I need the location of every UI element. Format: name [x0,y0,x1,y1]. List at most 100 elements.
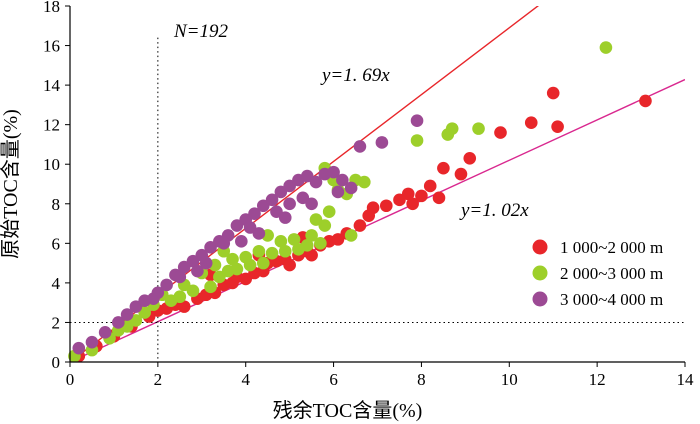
point-series1-47 [639,94,652,108]
y-tick-label: 0 [52,353,61,372]
point-series1-22 [283,258,296,272]
legend-marker-3 [532,291,548,307]
axes [65,5,686,367]
point-series1-25 [305,248,318,262]
point-series2-49 [410,134,424,147]
point-series2-23 [252,244,266,258]
point-series2-45 [472,122,485,135]
point-series2-13 [186,284,200,298]
tick-labels: 0 2 4 6 8 10 12 14 0 2 4 6 8 10 12 14 16 18 [43,0,694,389]
point-series1-32 [366,201,380,215]
legend-label-2: 2 000~3 000 m [560,264,663,283]
point-series1-36 [406,197,419,211]
point-series2-19 [226,252,239,266]
y-tick-label: 12 [43,116,60,135]
point-series3-36 [199,256,213,270]
point-series1-38 [423,179,437,193]
x-tick-label: 14 [677,370,695,389]
point-series3-37 [353,140,367,153]
point-series2-34 [318,219,332,232]
point-series2-26 [274,235,288,248]
point-series3-29 [336,173,349,187]
data-points [68,41,652,363]
point-series2-44 [445,122,459,135]
point-series1-9 [177,300,191,313]
y-axis-title: 原始TOC含量(%) [0,109,22,259]
x-tick-label: 10 [501,370,518,389]
point-series2-39 [344,229,358,242]
point-series2-27 [278,244,292,258]
point-series3-40 [252,227,266,240]
point-series3-30 [344,181,358,195]
sample-count-label: N=192 [173,21,228,42]
point-series1-37 [415,189,428,203]
point-series3-28 [327,165,340,179]
point-series2-11 [173,290,187,304]
x-tick-label: 12 [589,370,606,389]
point-series3-47 [278,211,292,224]
point-series3-46 [147,292,160,306]
legend-marker-1 [532,239,548,255]
point-series2-35 [322,205,336,218]
point-series2-24 [256,256,270,270]
point-series1-33 [379,199,393,213]
upper-line-label: y=1. 69x [320,65,390,86]
legend-marker-2 [532,265,548,281]
point-series2-33 [314,237,327,250]
point-series2-41 [358,175,371,189]
point-series3-9 [160,278,173,292]
point-series2-22 [243,258,257,272]
point-series3-19 [248,207,261,220]
point-series3-26 [309,175,323,189]
point-series3-43 [235,235,248,248]
y-tick-label: 4 [52,274,61,293]
lower-line-label: y=1. 02x [459,200,529,221]
point-series3-3 [98,326,112,339]
point-series2-25 [265,246,279,260]
y-tick-label: 6 [52,234,61,253]
point-series3-45 [331,185,345,199]
y-tick-label: 18 [43,0,60,16]
point-series3-4 [112,316,125,329]
point-series1-40 [437,161,450,175]
point-series1-41 [454,167,468,181]
point-series2-30 [300,239,314,252]
point-series1-35 [401,187,415,201]
legend-label-3: 3 000~4 000 m [560,290,663,309]
y-tick-label: 2 [52,313,61,332]
point-series3-21 [265,193,279,207]
point-series3-42 [191,264,204,278]
point-series3-39 [410,114,424,128]
point-series1-42 [463,151,477,165]
point-series1-45 [551,120,564,133]
legend: 1 000~2 000 m 2 000~3 000 m 3 000~4 000 m [532,238,663,309]
point-series1-43 [494,126,507,139]
legend-label-1: 1 000~2 000 m [560,238,663,257]
x-tick-label: 8 [417,370,426,389]
point-series3-5 [120,308,134,321]
reference-line-2 [70,78,685,362]
point-series3-38 [375,136,389,149]
point-series3-1 [72,341,86,355]
point-series3-35 [173,270,187,284]
x-tick-label: 6 [329,370,338,389]
point-series2-15 [204,280,217,294]
point-series2-28 [287,233,301,246]
point-series2-46 [599,41,613,54]
x-axis-title: 残余TOC含量(%) [273,399,423,422]
point-series3-31 [217,237,231,250]
point-series3-2 [85,335,99,349]
point-series1-39 [432,191,446,205]
point-series2-20 [230,262,244,276]
x-tick-label: 0 [66,370,75,389]
x-tick-label: 4 [241,370,250,389]
y-tick-label: 10 [43,155,60,174]
point-series2-31 [305,229,318,242]
point-series3-41 [305,197,318,211]
y-tick-label: 14 [43,76,61,95]
x-tick-label: 2 [154,370,163,389]
y-tick-label: 8 [52,195,61,214]
point-series1-46 [546,86,560,100]
y-tick-label: 16 [43,37,60,56]
